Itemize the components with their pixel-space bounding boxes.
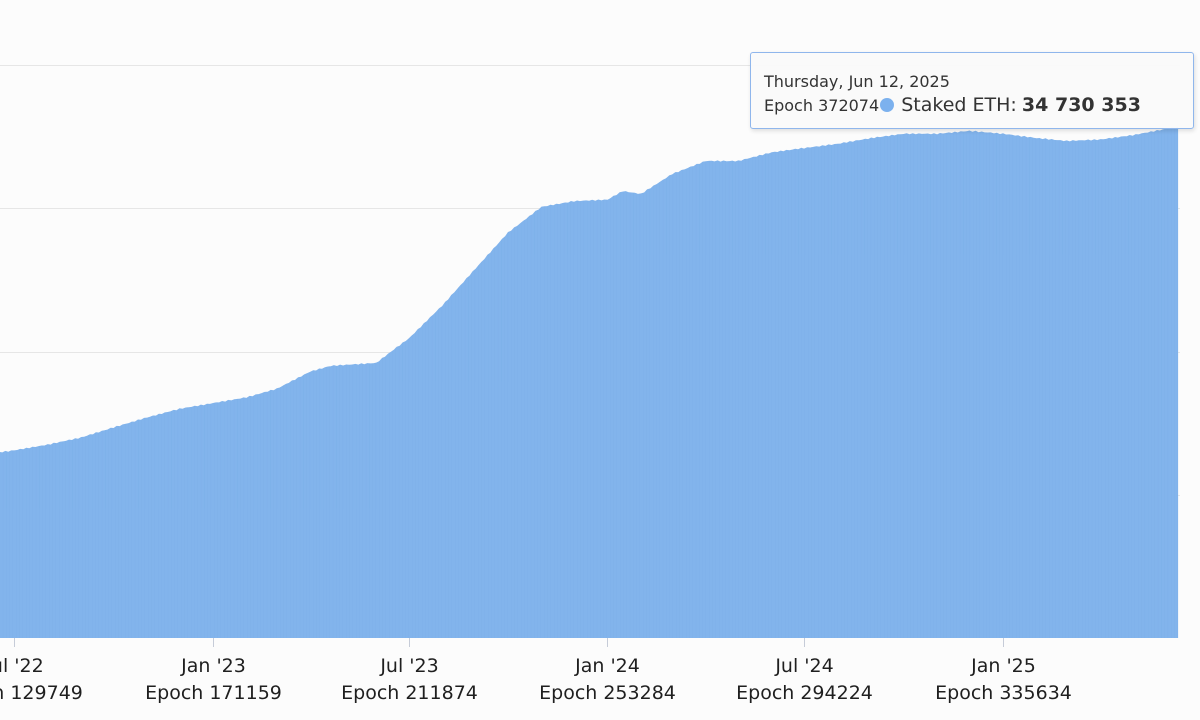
series-marker-icon bbox=[880, 98, 895, 112]
x-tick-month-label: Jul '23 bbox=[379, 655, 438, 677]
x-tick-epoch-label: Epoch 211874 bbox=[341, 682, 478, 704]
series-area-staked-eth[interactable] bbox=[0, 126, 1179, 638]
x-axis: Jul '22 Epoch 129749 Jan '23 Epoch 171159 Ju… bbox=[0, 638, 1072, 704]
x-tick-month-label: Jan '24 bbox=[574, 655, 640, 677]
x-tick-epoch-label: Epoch 129749 bbox=[0, 682, 83, 704]
x-tick-month-label: Jan '25 bbox=[970, 655, 1036, 677]
x-tick-epoch-label: Epoch 335634 bbox=[935, 682, 1072, 704]
tooltip-series-label: Staked ETH: bbox=[901, 94, 1017, 116]
tooltip-epoch: Epoch 372074 bbox=[764, 96, 880, 115]
series-layer bbox=[0, 126, 1179, 638]
x-tick-month-label: Jul '22 bbox=[0, 655, 44, 677]
x-tick-epoch-label: Epoch 253284 bbox=[539, 682, 676, 704]
x-tick-epoch-label: Epoch 294224 bbox=[736, 682, 873, 704]
tooltip: Thursday, Jun 12, 2025 Epoch 372074 Stak… bbox=[750, 52, 1194, 129]
x-tick-month-label: Jul '24 bbox=[774, 655, 833, 677]
tooltip-row: Epoch 372074 Staked ETH: 34 730 353 bbox=[764, 93, 1181, 118]
tooltip-value: 34 730 353 bbox=[1021, 94, 1141, 116]
x-tick-epoch-label: Epoch 171159 bbox=[145, 682, 282, 704]
x-tick-month-label: Jan '23 bbox=[180, 655, 246, 677]
tooltip-date: Thursday, Jun 12, 2025 bbox=[764, 72, 950, 91]
